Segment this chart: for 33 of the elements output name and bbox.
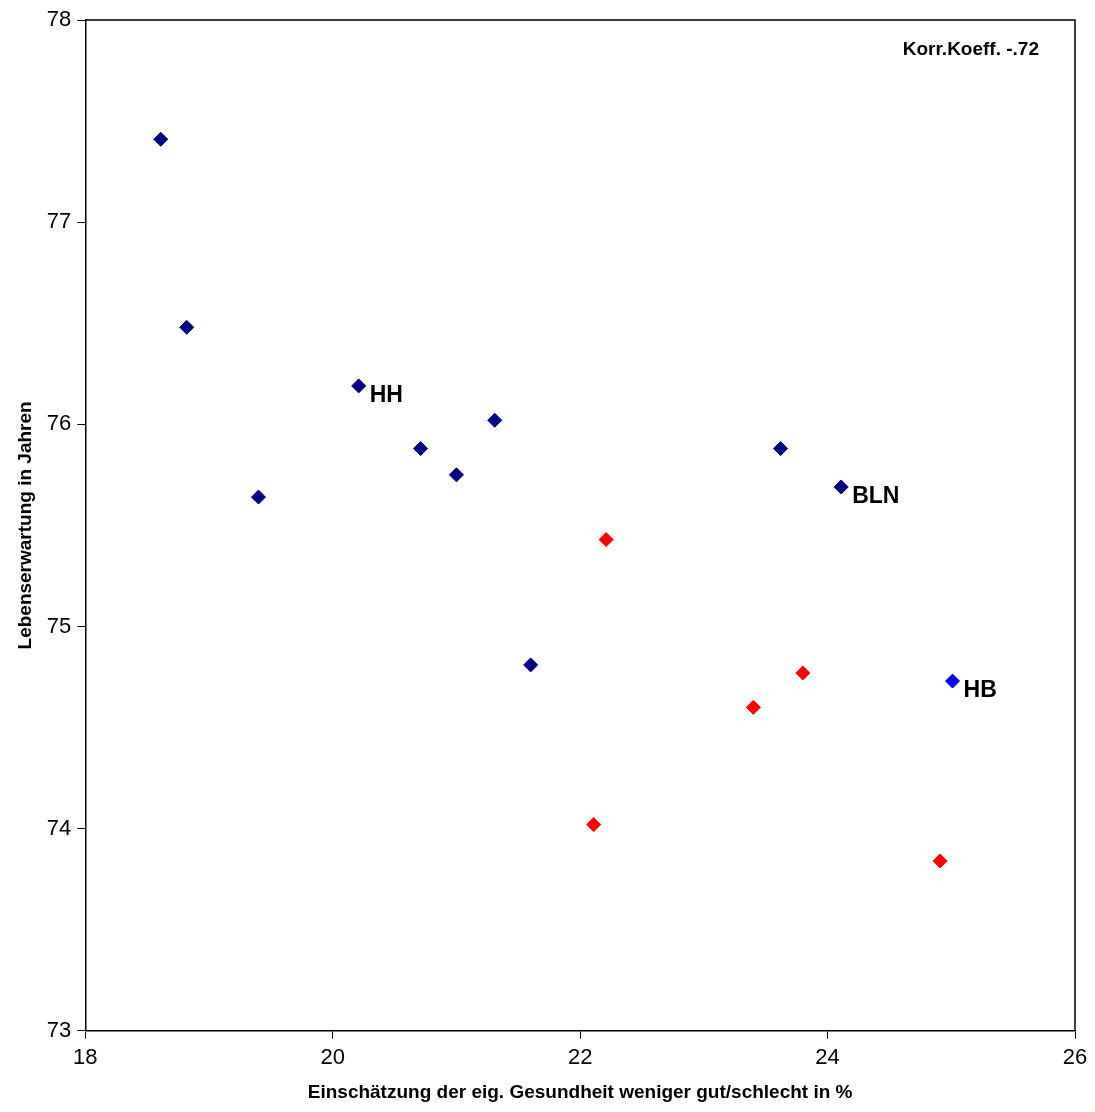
annotation: HB (963, 676, 997, 703)
point (598, 532, 614, 548)
point (487, 412, 503, 428)
point (179, 319, 195, 335)
point (413, 441, 429, 457)
y-tick-label: 76 (46, 410, 72, 436)
y-tick-label: 78 (46, 6, 72, 32)
point (773, 441, 789, 457)
y-tick-label: 73 (46, 1016, 72, 1042)
point (351, 378, 367, 394)
point (523, 657, 539, 673)
x-axis-title: Einschätzung der eig. Gesundheit weniger gut/schlecht in % (307, 1080, 853, 1102)
y-tick-label: 77 (46, 208, 72, 234)
point (745, 699, 761, 715)
point (795, 665, 811, 681)
annotation: HH (369, 381, 403, 408)
point (153, 131, 169, 147)
point (586, 817, 602, 833)
point (932, 853, 948, 869)
x-tick-label: 18 (73, 1044, 98, 1070)
y-tick-label: 75 (46, 612, 72, 638)
point (250, 489, 266, 505)
point (448, 467, 464, 483)
x-tick-label: 20 (320, 1044, 345, 1070)
x-tick-label: 26 (1062, 1044, 1088, 1070)
y-axis-title: Lebenserwartung in Jahren (13, 401, 35, 650)
annotation: Korr.Koeff. -.72 (902, 37, 1039, 59)
x-tick-label: 22 (567, 1044, 593, 1070)
annotation: BLN (852, 482, 900, 509)
y-tick-label: 74 (46, 814, 72, 840)
point (833, 479, 849, 495)
point (945, 673, 961, 689)
x-tick-label: 24 (815, 1044, 840, 1070)
